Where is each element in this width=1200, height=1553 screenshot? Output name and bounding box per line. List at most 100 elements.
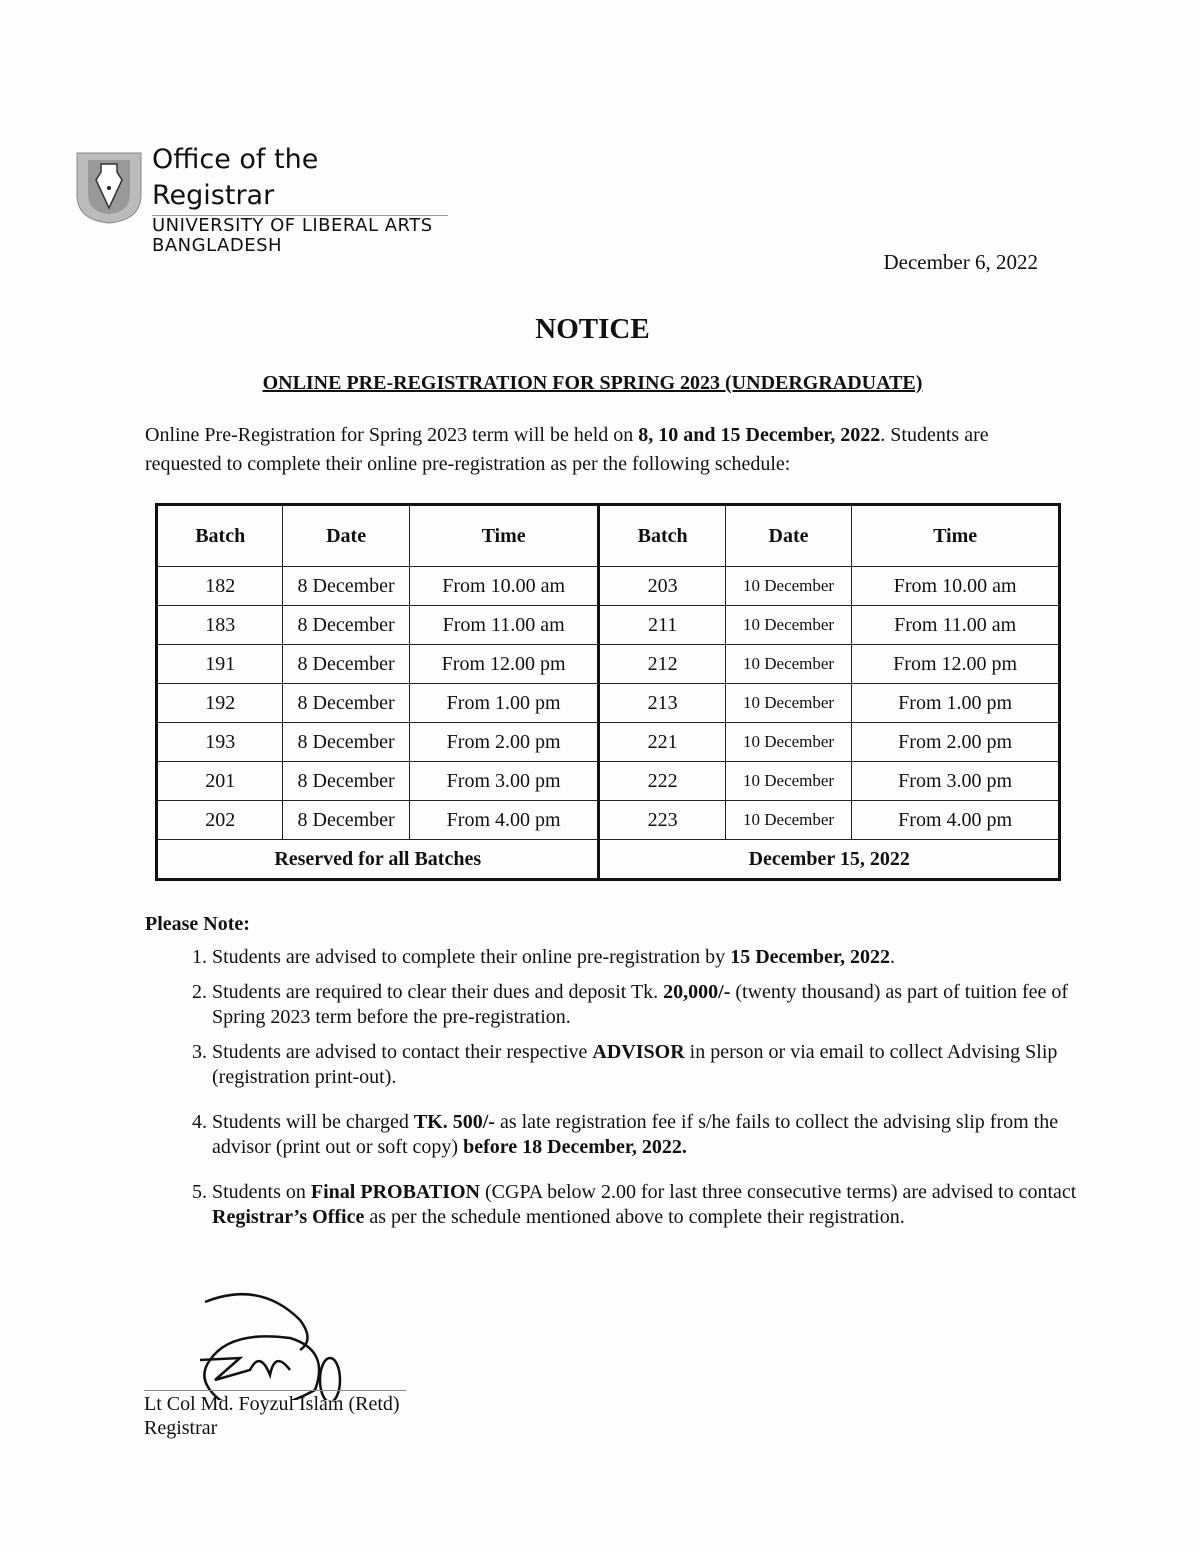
time-cell: From 1.00 pm [408, 683, 600, 723]
date-cell: 8 December [282, 761, 410, 801]
note-text: 15 December, 2022 [730, 946, 890, 968]
notice-title: NOTICE [535, 313, 650, 345]
time-cell: From 11.00 am [851, 605, 1060, 645]
intro-dates: 8, 10 and 15 December, 2022 [638, 424, 881, 446]
batch-cell: 191 [155, 644, 284, 684]
date-cell: 8 December [282, 683, 410, 723]
date-cell: 10 December [724, 800, 853, 840]
signatory-block: Lt Col Md. Foyzul Islam (Retd) Registrar [144, 1392, 400, 1440]
time-cell: From 4.00 pm [851, 800, 1060, 840]
note-text: TK. 500/- [413, 1111, 495, 1133]
note-text: as per the schedule mentioned above to c… [364, 1206, 905, 1228]
time-cell: From 12.00 pm [851, 644, 1060, 684]
note-text: (CGPA below 2.00 for last three consecut… [480, 1181, 1077, 1203]
batch-cell: 203 [597, 566, 726, 606]
notes-list: Students are advised to complete their o… [145, 945, 1112, 1230]
batch-cell: 201 [155, 761, 284, 801]
signature-line [144, 1390, 406, 1391]
batch-cell: 212 [597, 644, 726, 684]
time-cell: From 10.00 am [851, 566, 1060, 606]
note-item: Students are advised to complete their o… [212, 945, 1112, 970]
note-text: before 18 December, 2022. [463, 1136, 687, 1158]
office-name: Office of the Registrar [152, 142, 448, 216]
time-cell: From 1.00 pm [851, 683, 1060, 723]
time-cell: From 12.00 pm [408, 644, 600, 684]
date-cell: 8 December [282, 605, 410, 645]
reserved-label: Reserved for all Batches [155, 839, 600, 880]
note-text: Registrar’s Office [212, 1206, 365, 1228]
note-text: Final PROBATION [310, 1181, 480, 1203]
date-cell: 8 December [282, 566, 410, 606]
note-text: Students are advised to complete their o… [212, 946, 731, 968]
table-footer-row: Reserved for all Batches December 15, 20… [155, 839, 1060, 880]
university-logo-icon [76, 152, 142, 224]
batch-cell: 182 [155, 566, 284, 606]
table-row: 183 8 December From 11.00 am 211 10 December… [155, 605, 1060, 645]
intro-paragraph: Online Pre-Registration for Spring 2023 … [145, 421, 1055, 479]
date-cell: 10 December [724, 644, 853, 684]
signatory-name: Lt Col Md. Foyzul Islam (Retd) [144, 1393, 400, 1415]
notice-date: December 6, 2022 [883, 250, 1038, 274]
batch-cell: 193 [155, 722, 284, 762]
table-row: 182 8 December From 10.00 am 203 10 December… [155, 566, 1060, 606]
note-text: ADVISOR [592, 1041, 685, 1063]
column-header: Batch [597, 504, 726, 567]
note-item: Students on Final PROBATION (CGPA below … [212, 1180, 1112, 1230]
note-text: 20,000/- [663, 981, 731, 1003]
table-row: 193 8 December From 2.00 pm 221 10 December F… [155, 722, 1060, 762]
signature-icon [199, 1292, 342, 1400]
note-text: Students are required to clear their due… [212, 981, 664, 1003]
reserved-date: December 15, 2022 [597, 839, 1060, 880]
time-cell: From 10.00 am [408, 566, 600, 606]
batch-cell: 222 [597, 761, 726, 801]
date-cell: 10 December [724, 566, 853, 606]
date-cell: 8 December [282, 644, 410, 684]
note-item: Students will be charged TK. 500/- as la… [212, 1110, 1112, 1160]
notice-subtitle: ONLINE PRE-REGISTRATION FOR SPRING 2023 … [262, 372, 923, 394]
column-header: Batch [155, 504, 284, 567]
date-cell: 8 December [282, 722, 410, 762]
intro-text-2: . Students are requested to complete the… [145, 424, 989, 475]
batch-cell: 192 [155, 683, 284, 723]
time-cell: From 2.00 pm [408, 722, 600, 762]
column-header: Time [408, 504, 600, 567]
batch-cell: 183 [155, 605, 284, 645]
note-text: in person or via email to collect Advisi… [212, 1041, 1058, 1088]
notes-title: Please Note: [145, 913, 250, 935]
note-text: as late registration fee if s/he fails t… [212, 1111, 1059, 1158]
note-text: Students on [212, 1181, 311, 1203]
table-row: 201 8 December From 3.00 pm 222 10 December F… [155, 761, 1060, 801]
batch-cell: 223 [597, 800, 726, 840]
table-row: 192 8 December From 1.00 pm 213 10 December F… [155, 683, 1060, 723]
date-cell: 8 December [282, 800, 410, 840]
note-item: Students are advised to contact their re… [212, 1040, 1112, 1090]
batch-cell: 221 [597, 722, 726, 762]
country-name: BANGLADESH [152, 235, 283, 256]
date-cell: 10 December [724, 761, 853, 801]
batch-cell: 202 [155, 800, 284, 840]
batch-cell: 211 [597, 605, 726, 645]
table-row: 202 8 December From 4.00 pm 223 10 December F… [155, 800, 1060, 840]
time-cell: From 3.00 pm [408, 761, 600, 801]
time-cell: From 3.00 pm [851, 761, 1060, 801]
letterhead: Office of the Registrar UNIVERSITY OF LI… [152, 142, 448, 256]
note-text: Students will be charged [212, 1111, 414, 1133]
note-text: (twenty thousand) as part of tuition fee… [212, 981, 1069, 1028]
university-name: UNIVERSITY OF LIBERAL ARTS [152, 215, 433, 236]
schedule-table: Batch Date Time Batch Date Time 182 8 December… [155, 503, 1061, 881]
date-cell: 10 December [724, 722, 853, 762]
intro-text: Online Pre-Registration for Spring 2023 … [145, 424, 639, 446]
signatory-designation: Registrar [144, 1417, 218, 1439]
time-cell: From 11.00 am [408, 605, 600, 645]
time-cell: From 4.00 pm [408, 800, 600, 840]
column-header: Time [851, 504, 1060, 567]
note-text: . [889, 946, 895, 968]
date-cell: 10 December [724, 683, 853, 723]
time-cell: From 2.00 pm [851, 722, 1060, 762]
column-header: Date [282, 504, 410, 567]
note-item: Students are required to clear their due… [212, 980, 1112, 1030]
note-text: Students are advised to contact their re… [212, 1041, 593, 1063]
batch-cell: 213 [597, 683, 726, 723]
date-cell: 10 December [724, 605, 853, 645]
